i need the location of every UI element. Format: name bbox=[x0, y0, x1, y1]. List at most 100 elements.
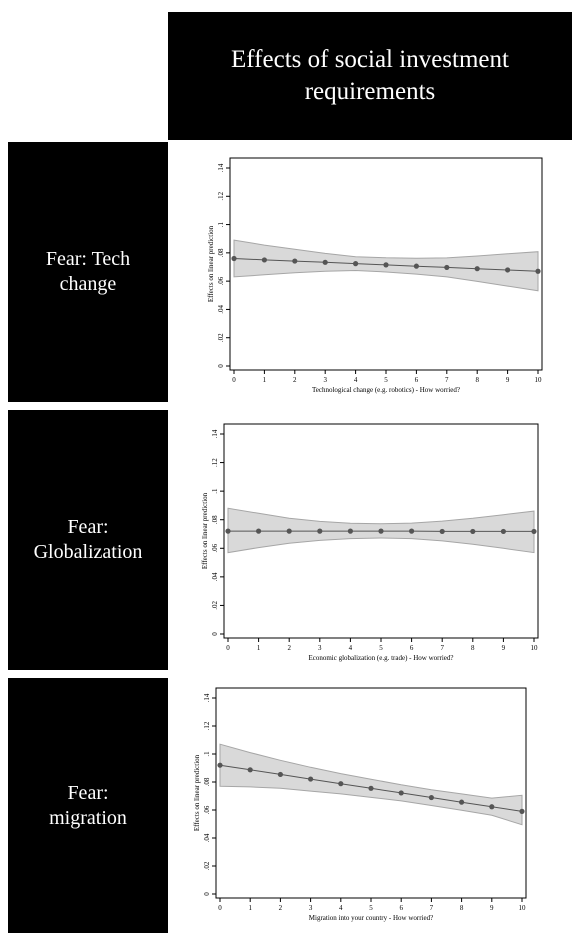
data-point bbox=[409, 528, 415, 534]
x-tick-label: 4 bbox=[349, 644, 353, 652]
x-tick-label: 3 bbox=[323, 376, 327, 384]
data-point bbox=[500, 528, 506, 535]
data-point bbox=[256, 528, 262, 534]
y-tick-label: .04 bbox=[217, 305, 225, 314]
data-point bbox=[444, 264, 450, 271]
data-point bbox=[378, 528, 384, 534]
x-tick-label: 5 bbox=[384, 376, 388, 384]
data-point bbox=[347, 528, 353, 534]
x-tick-label: 2 bbox=[293, 376, 297, 384]
y-axis-label: Effects on linear prediction bbox=[201, 492, 209, 569]
y-tick-label: 0 bbox=[211, 632, 219, 636]
data-point bbox=[286, 528, 292, 534]
data-point bbox=[383, 262, 389, 268]
x-tick-label: 1 bbox=[257, 644, 261, 652]
y-tick-label: .08 bbox=[203, 777, 211, 786]
data-point bbox=[261, 257, 267, 263]
data-point bbox=[398, 790, 404, 796]
x-tick-label: 0 bbox=[226, 644, 230, 652]
x-tick-label: 7 bbox=[445, 376, 449, 384]
y-tick-label: .14 bbox=[211, 429, 219, 438]
data-point bbox=[247, 767, 253, 773]
data-point bbox=[531, 528, 537, 535]
data-point bbox=[322, 259, 328, 265]
x-tick-label: 2 bbox=[287, 644, 291, 652]
chart-globalization: 0 1 2 3 4 5 6 7 8 9 10 0 .02 .04 .06 .08 .1 .12 .14 Economi… bbox=[201, 423, 539, 662]
data-point bbox=[474, 266, 480, 272]
y-tick-label: .1 bbox=[217, 221, 225, 227]
data-point bbox=[459, 799, 465, 805]
chart-panel-globalization: 0 1 2 3 4 5 6 7 8 9 10 0 .02 .04 .06 .08 .1 .12 .14 Economi… bbox=[188, 416, 544, 670]
y-tick-label: .1 bbox=[203, 751, 211, 757]
x-tick-label: 8 bbox=[460, 904, 464, 912]
data-point bbox=[368, 785, 374, 791]
row-label-text: Fear: migration bbox=[49, 781, 127, 829]
x-tick-label: 8 bbox=[471, 644, 475, 652]
y-tick-label: .14 bbox=[203, 693, 211, 702]
row-label-migration: Fear: migration bbox=[8, 678, 168, 933]
data-point bbox=[428, 794, 434, 801]
data-point bbox=[470, 528, 476, 535]
confidence-band bbox=[219, 743, 523, 826]
y-tick-label: .14 bbox=[217, 163, 225, 172]
row-label-text: Fear: Globalization bbox=[33, 516, 143, 563]
y-tick-label: .08 bbox=[217, 248, 225, 257]
chart-panel-migration: 0 1 2 3 4 5 6 7 8 9 10 0 .02 .04 .06 .08 .1 .12 .14 Migrati… bbox=[180, 684, 530, 933]
data-point bbox=[231, 255, 237, 262]
x-tick-label: 7 bbox=[440, 644, 444, 652]
data-point bbox=[413, 263, 419, 269]
y-axis-label: Effects on linear prediction bbox=[207, 225, 215, 302]
data-point bbox=[505, 267, 511, 273]
x-tick-label: 9 bbox=[506, 376, 510, 384]
data-point bbox=[317, 528, 323, 534]
x-tick-label: 10 bbox=[531, 644, 539, 652]
y-tick-label: .06 bbox=[217, 276, 225, 285]
y-tick-label: 0 bbox=[203, 892, 211, 896]
x-tick-label: 9 bbox=[502, 644, 506, 652]
y-tick-label: .02 bbox=[203, 861, 211, 870]
y-tick-label: .02 bbox=[217, 333, 225, 342]
x-tick-label: 5 bbox=[379, 644, 383, 652]
y-tick-label: .08 bbox=[211, 515, 219, 524]
x-axis-label: Technological change (e.g. robotics) - H… bbox=[312, 386, 460, 394]
x-tick-label: 1 bbox=[248, 904, 252, 912]
data-point bbox=[217, 762, 223, 768]
y-tick-label: .04 bbox=[203, 833, 211, 842]
y-tick-label: .04 bbox=[211, 572, 219, 581]
y-tick-label: .12 bbox=[211, 458, 219, 467]
x-tick-label: 7 bbox=[430, 904, 434, 912]
data-point bbox=[489, 804, 495, 810]
x-axis-label: Migration into your country - How worrie… bbox=[309, 914, 433, 922]
y-tick-label: .12 bbox=[203, 721, 211, 730]
data-point bbox=[535, 268, 541, 274]
x-tick-label: 10 bbox=[535, 376, 543, 384]
y-tick-label: .02 bbox=[211, 601, 219, 610]
x-tick-label: 4 bbox=[354, 376, 358, 384]
x-tick-label: 4 bbox=[339, 904, 343, 912]
x-tick-label: 3 bbox=[309, 904, 313, 912]
x-tick-label: 1 bbox=[263, 376, 267, 384]
data-point bbox=[277, 771, 283, 778]
x-tick-label: 8 bbox=[475, 376, 479, 384]
x-tick-label: 2 bbox=[279, 904, 283, 912]
data-point bbox=[308, 776, 314, 782]
x-tick-label: 6 bbox=[415, 376, 419, 384]
x-axis-label: Economic globalization (e.g. trade) - Ho… bbox=[308, 654, 453, 662]
x-tick-label: 10 bbox=[519, 904, 527, 912]
x-tick-label: 3 bbox=[318, 644, 322, 652]
data-point bbox=[225, 528, 231, 534]
chart-header: Effects of social investment requirement… bbox=[168, 12, 572, 140]
data-point bbox=[353, 261, 359, 267]
data-point bbox=[519, 808, 525, 814]
y-tick-label: .06 bbox=[211, 543, 219, 552]
x-tick-label: 9 bbox=[490, 904, 494, 912]
row-label-globalization: Fear: Globalization bbox=[8, 410, 168, 670]
data-point bbox=[439, 528, 445, 535]
row-label-tech-change: Fear: Tech change bbox=[8, 142, 168, 402]
x-tick-label: 0 bbox=[218, 904, 222, 912]
x-tick-label: 6 bbox=[399, 904, 403, 912]
y-tick-label: 0 bbox=[217, 364, 225, 368]
x-tick-label: 0 bbox=[232, 376, 236, 384]
chart-panel-tech-change: 0 1 2 3 4 5 6 7 8 9 10 0 .02 .04 .06 .08 .1 .12 .14 Technol… bbox=[196, 148, 548, 402]
x-tick-label: 5 bbox=[369, 904, 373, 912]
